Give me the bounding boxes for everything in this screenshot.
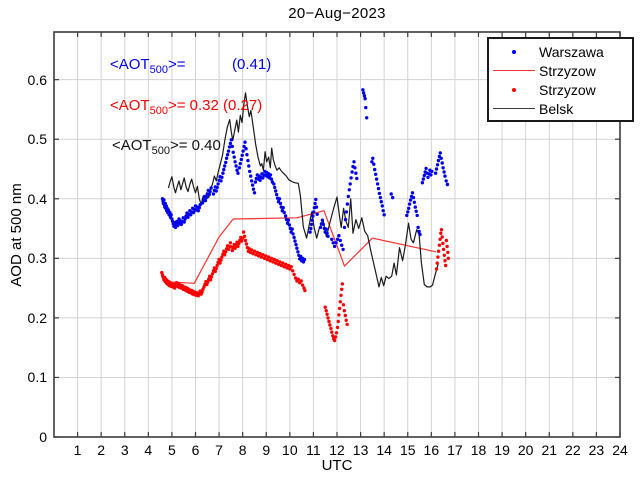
x-tick-label: 1 [73,442,82,458]
x-tick-label: 22 [565,442,581,458]
y-tick-label: 0.2 [27,309,47,326]
x-tick-label: 2 [97,442,106,458]
x-tick-label: 8 [238,442,247,458]
series-line-strzyzow [161,210,437,284]
legend-dot-marker-icon [489,87,539,92]
series-scatter-warszawa [160,88,450,264]
x-tick-label: 20 [517,442,534,458]
x-tick-label: 3 [120,442,129,458]
chart-title: 20−Aug−2023 [288,5,386,22]
legend-line-marker-icon [489,108,539,109]
y-tick-label: 0.1 [27,369,47,386]
y-tick-label: 0.4 [27,190,47,207]
x-tick-label: 10 [282,442,298,458]
aot-annotation-text: <AOT500>= [110,56,186,76]
x-tick-label: 12 [329,442,345,458]
x-tick-label: 14 [376,442,392,458]
legend-entry-strzyzow: Strzyzow [489,80,632,99]
y-tick-label: 0.6 [27,71,47,88]
legend-dot-marker-icon [489,49,539,54]
legend-line-marker-icon [489,70,539,71]
line-glyph [493,70,535,71]
legend-box: Warszawa Strzyzow Strzyzow Belsk [487,37,634,122]
x-tick-label: 7 [215,442,223,458]
series-scatter-strzyzow [160,228,450,343]
x-tick-label: 13 [352,442,369,458]
dot-glyph [512,87,516,92]
legend-label: Belsk [539,100,574,117]
x-tick-label: 19 [494,442,510,458]
y-tick-label: 0 [39,429,47,445]
x-tick-label: 23 [588,442,605,458]
x-tick-label: 4 [144,442,153,458]
line-glyph [493,108,535,109]
x-tick-label: 15 [399,442,416,458]
x-tick-label: 5 [168,442,176,458]
dot-glyph [512,49,516,54]
x-axis-label: UTC [321,457,353,474]
x-tick-label: 21 [541,442,558,458]
x-tick-label: 24 [612,442,628,458]
x-tick-label: 17 [447,442,463,458]
x-tick-label: 18 [470,442,487,458]
x-tick-label: 11 [306,442,321,458]
aot-annotation-value: (0.41) [232,56,272,73]
y-axis-label: AOD at 500 nm [8,183,25,287]
y-tick-label: 0.3 [27,250,47,267]
legend-entry-strzyzow: Strzyzow [489,61,632,80]
legend-label: Strzyzow [539,62,596,79]
x-tick-label: 16 [423,442,440,458]
x-tick-label: 6 [191,442,200,458]
x-tick-label: 9 [262,442,271,458]
legend-label: Strzyzow [539,81,596,98]
legend-label: Warszawa [539,43,604,60]
y-tick-label: 0.5 [27,131,47,148]
legend-entry-belsk: Belsk [489,99,632,118]
legend-entry-warszawa: Warszawa [489,42,632,61]
aot-annotation-text: <AOT500>= 0.32 (0.27) [110,97,263,117]
aot-annotation-text: <AOT500>= 0.40 [112,137,221,157]
